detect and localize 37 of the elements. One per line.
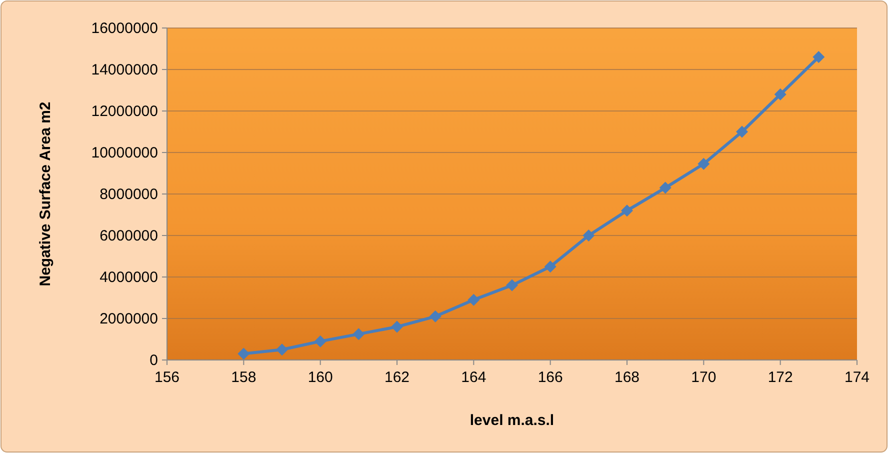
x-tick-label: 162: [384, 369, 410, 386]
x-tick-label: 172: [768, 369, 793, 386]
point: [352, 328, 365, 340]
x-tick-label: 166: [538, 369, 563, 386]
x-tick-label: 156: [154, 369, 180, 386]
point: [544, 260, 556, 273]
y-tick-label: 4000000: [100, 269, 158, 286]
point: [429, 310, 442, 322]
y-tick-label: 14000000: [91, 62, 158, 78]
x-tick-label: 160: [308, 369, 333, 386]
point: [774, 88, 786, 100]
x-tick-label: 174: [844, 369, 870, 386]
point: [812, 51, 825, 64]
y-tick-label: 2000000: [100, 310, 158, 328]
point: [276, 344, 288, 356]
point: [506, 279, 518, 292]
point: [468, 294, 480, 306]
point: [736, 126, 748, 138]
x-tick-label: 168: [614, 369, 640, 386]
point: [659, 182, 672, 194]
y-axis-title: Negative Surface Area m2: [37, 102, 54, 286]
x-axis-title: level m.a.s.l: [470, 412, 554, 429]
point: [698, 158, 710, 170]
point: [582, 230, 595, 242]
x-tick-label: 158: [231, 369, 256, 386]
y-tick-label: 10000000: [91, 144, 158, 162]
y-tick-label: 6000000: [100, 228, 158, 244]
point: [621, 204, 633, 217]
x-tick-label: 170: [691, 369, 716, 386]
y-tick-label: 16000000: [91, 20, 158, 37]
point: [391, 320, 403, 333]
y-tick-label: 8000000: [100, 186, 158, 203]
y-tick-label: 12000000: [91, 103, 158, 120]
point: [314, 335, 326, 348]
point: [238, 348, 250, 360]
y-tick-label: 0: [150, 352, 158, 369]
x-tick-label: 164: [461, 369, 486, 386]
